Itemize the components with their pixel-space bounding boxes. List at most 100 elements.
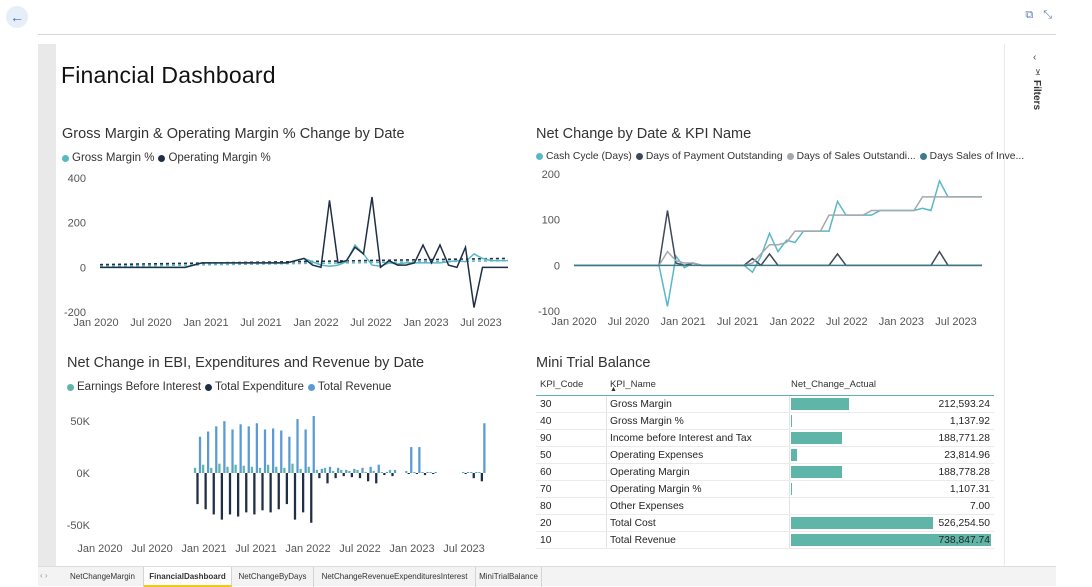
bar-total-expenditure [481, 473, 483, 481]
bar-total-revenue [264, 429, 266, 473]
legend-operating-margin[interactable]: Operating Margin % [158, 152, 270, 164]
bar-total-expenditure [375, 473, 377, 483]
bar-earnings-before-interest [218, 464, 220, 473]
bar-total-revenue [426, 472, 428, 473]
bar-earnings-before-interest [283, 468, 285, 473]
data-bar [791, 398, 849, 410]
bar-total-revenue [199, 437, 201, 473]
filters-label[interactable]: Filters [1031, 80, 1042, 110]
legend-dot-slate [636, 153, 643, 160]
filters-collapse-chevron-icon[interactable]: ‹ [1033, 52, 1036, 63]
bar-total-revenue [321, 469, 323, 473]
bar-total-expenditure [269, 473, 271, 512]
bar-earnings-before-interest [413, 472, 415, 473]
tab-nav-arrows-icon[interactable]: ‹ › [40, 571, 48, 580]
column-separator [789, 447, 790, 463]
column-separator [606, 396, 607, 412]
table-header: KPI_Code KPI_Name Net_Change_Actual ▲ [536, 374, 994, 396]
cell-net-change: 188,778.28 [938, 467, 990, 478]
bar-total-expenditure [326, 473, 328, 483]
legend-dot-navy [205, 384, 212, 391]
legend-gross-margin[interactable]: Gross Margin % [62, 152, 154, 164]
legend-total-revenue[interactable]: Total Revenue [308, 381, 392, 393]
bar-total-expenditure [334, 473, 336, 478]
bar-earnings-before-interest [462, 472, 464, 473]
column-separator [789, 515, 790, 531]
bar-earnings-before-interest [308, 467, 310, 473]
bar-total-expenditure [416, 473, 418, 474]
back-arrow-icon[interactable]: ← [6, 6, 28, 28]
table-title: Mini Trial Balance [536, 355, 650, 371]
column-header-net-change[interactable]: Net_Change_Actual [791, 379, 876, 390]
column-separator [606, 413, 607, 429]
bar-earnings-before-interest [324, 468, 326, 473]
column-separator [789, 396, 790, 412]
bar-earnings-before-interest [299, 469, 301, 473]
legend-days-sales-outstanding[interactable]: Days of Sales Outstandi... [787, 151, 916, 162]
legend-days-payment[interactable]: Days of Payment Outstanding [636, 151, 783, 162]
bar-earnings-before-interest [356, 470, 358, 473]
x-tick-label: Jan 2022 [285, 543, 330, 555]
bar-total-revenue [353, 469, 355, 473]
column-separator [606, 498, 607, 514]
cell-net-change: 188,771.28 [938, 433, 990, 444]
bar-earnings-before-interest [478, 472, 480, 473]
bar-total-revenue [386, 472, 388, 473]
tab-netchangerevenueexpendituresinterest[interactable]: NetChangeRevenueExpendituresInterest [314, 567, 476, 587]
bar-earnings-before-interest [234, 465, 236, 473]
legend-total-expenditure[interactable]: Total Expenditure [205, 381, 304, 393]
tab-netchangemargin[interactable]: NetChangeMargin [62, 567, 144, 587]
y-tick-label: 0 [80, 262, 86, 274]
bar-total-expenditure [318, 473, 320, 478]
bar-total-revenue [296, 419, 298, 473]
popout-icon[interactable]: ⧉ [1025, 9, 1033, 22]
column-separator [789, 464, 790, 480]
collapse-icon[interactable]: ⤡ [1043, 9, 1052, 22]
bar-total-revenue [410, 447, 412, 473]
tab-financialdashboard[interactable]: FinancialDashboard [144, 567, 232, 587]
bar-earnings-before-interest [210, 468, 212, 473]
x-tick-label: Jul 2021 [717, 316, 759, 328]
bar-earnings-before-interest [373, 471, 375, 473]
top-bar: ← ⧉ ⤡ [0, 0, 1092, 34]
cell-net-change: 23,814.96 [944, 450, 990, 461]
filters-pane[interactable]: ‹ ⊻ Filters [1004, 44, 1056, 566]
cell-kpi-code: 90 [540, 433, 551, 444]
column-header-kpi-code[interactable]: KPI_Code [540, 379, 583, 390]
column-separator [789, 481, 790, 497]
column-separator [606, 447, 607, 463]
cell-net-change: 212,593.24 [938, 399, 990, 410]
legend-label: Days Sales of Inve... [930, 151, 1024, 162]
x-tick-label: Jul 2021 [235, 543, 277, 555]
legend-label: Total Revenue [318, 381, 392, 393]
column-separator [789, 430, 790, 446]
legend-cash-cycle[interactable]: Cash Cycle (Days) [536, 151, 632, 162]
legend-days-sales-inventory[interactable]: Days Sales of Inve... [920, 151, 1024, 162]
column-separator [789, 413, 790, 429]
bar-total-expenditure [213, 473, 215, 514]
cell-net-change: 7.00 [970, 501, 990, 512]
bar-total-expenditure [310, 473, 312, 523]
legend-ebi[interactable]: Earnings Before Interest [67, 381, 201, 393]
y-tick-label: 100 [542, 215, 560, 227]
bar-total-revenue [313, 416, 315, 473]
cell-kpi-code: 10 [540, 535, 551, 546]
tab-minitrialbalance[interactable]: MiniTrialBalance [476, 567, 542, 587]
bar-total-expenditure [464, 473, 466, 474]
header-divider [38, 34, 1056, 35]
legend-dot-gray [787, 153, 794, 160]
tab-netchangebydays[interactable]: NetChangeByDays [232, 567, 314, 587]
